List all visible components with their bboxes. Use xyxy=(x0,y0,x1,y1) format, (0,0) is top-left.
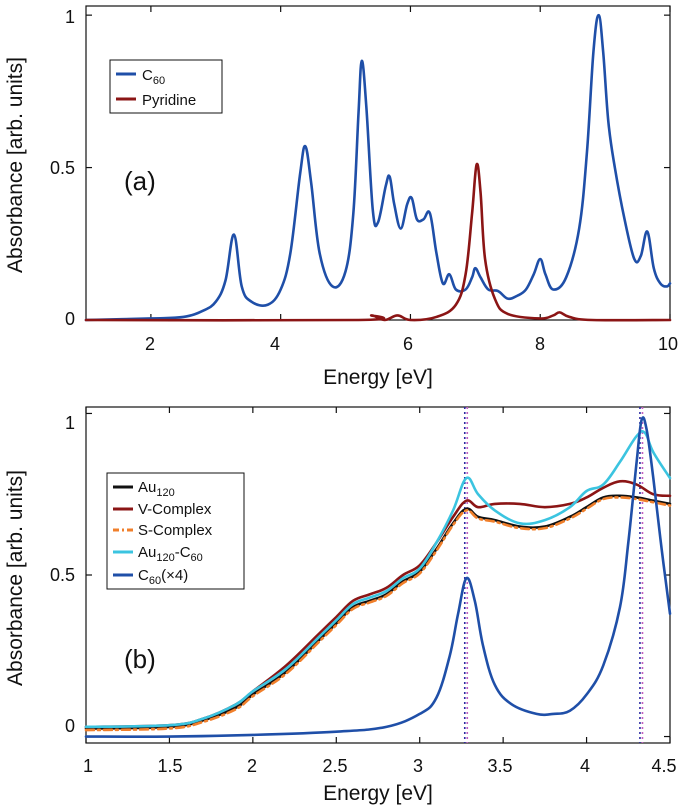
legend-label-v-complex: V-Complex xyxy=(138,501,212,518)
b-x-axis-title: Energy [eV] xyxy=(323,782,433,805)
b-xtick-label: 4 xyxy=(580,756,590,776)
b-xtick-label: 4.5 xyxy=(651,756,676,776)
panel-b-xtick-labels: 1 1.5 2 2.5 3 3.5 4 4.5 xyxy=(83,756,677,776)
legend-label-au120: Au120 xyxy=(138,479,175,499)
panel-b-reference-lines xyxy=(463,407,644,743)
legend-label-s-complex: S-Complex xyxy=(138,522,213,539)
b-ytick-label: 0.5 xyxy=(50,565,75,585)
b-series-au120-c60 xyxy=(84,429,672,729)
a-xtick-label: 2 xyxy=(145,334,155,354)
a-y-axis-title: Absorbance [arb. units] xyxy=(4,57,27,273)
a-ytick-label: 1 xyxy=(65,7,75,27)
legend-b: Au120 V-Complex S-Complex Au120-C60 C60(… xyxy=(106,472,245,590)
b-xtick-label: 1 xyxy=(83,756,93,776)
b-xtick-label: 2 xyxy=(247,756,257,776)
panel-a-frame xyxy=(85,5,671,321)
panel-b-curves xyxy=(84,416,672,738)
panel-a-xtick-labels: 2 4 6 8 10 xyxy=(145,334,678,354)
a-series-c60 xyxy=(84,13,672,322)
a-ytick-label: 0.5 xyxy=(50,158,75,178)
legend-label-c60: C60 xyxy=(142,67,165,87)
a-xtick-label: 4 xyxy=(270,334,280,354)
legend-label-pyridine: Pyridine xyxy=(142,92,196,109)
panel-b: 1 1.5 2 2.5 3 3.5 4 4.5 0 0.5 1 Energy [… xyxy=(4,406,677,805)
b-xtick-label: 3 xyxy=(413,756,423,776)
panel-a: 2 4 6 8 10 0 0.5 1 Energy [eV] Absorbanc… xyxy=(4,5,678,389)
b-series-c60-4 xyxy=(84,416,672,738)
panel-a-ytick-labels: 0 0.5 1 xyxy=(50,7,75,329)
legend-label-au120-c60: Au120-C60 xyxy=(138,544,203,564)
panel-a-curves xyxy=(84,13,672,322)
a-xtick-label: 6 xyxy=(403,334,413,354)
b-ytick-label: 1 xyxy=(65,413,75,433)
b-ytick-label: 0 xyxy=(65,716,75,736)
panel-b-ytick-labels: 0 0.5 1 xyxy=(50,413,75,736)
a-xtick-label: 8 xyxy=(535,334,545,354)
panel-b-ticks xyxy=(85,407,671,743)
a-panel-label: (a) xyxy=(124,166,156,196)
legend-a: C60 Pyridine xyxy=(109,59,223,114)
panel-a-ticks xyxy=(86,6,671,321)
b-xtick-label: 3.5 xyxy=(487,756,512,776)
legend-a-box xyxy=(109,59,223,114)
a-xtick-label: 10 xyxy=(658,334,678,354)
b-xtick-label: 1.5 xyxy=(157,756,182,776)
legend-label-c60x4: C60(×4) xyxy=(138,567,188,587)
b-xtick-label: 2.5 xyxy=(322,756,347,776)
a-x-axis-title: Energy [eV] xyxy=(323,366,433,389)
b-series-s-complex xyxy=(84,496,672,732)
a-series-pyridine xyxy=(84,162,672,322)
b-panel-label: (b) xyxy=(124,644,156,674)
a-ytick-label: 0 xyxy=(65,309,75,329)
b-y-axis-title: Absorbance [arb. units] xyxy=(4,470,27,686)
